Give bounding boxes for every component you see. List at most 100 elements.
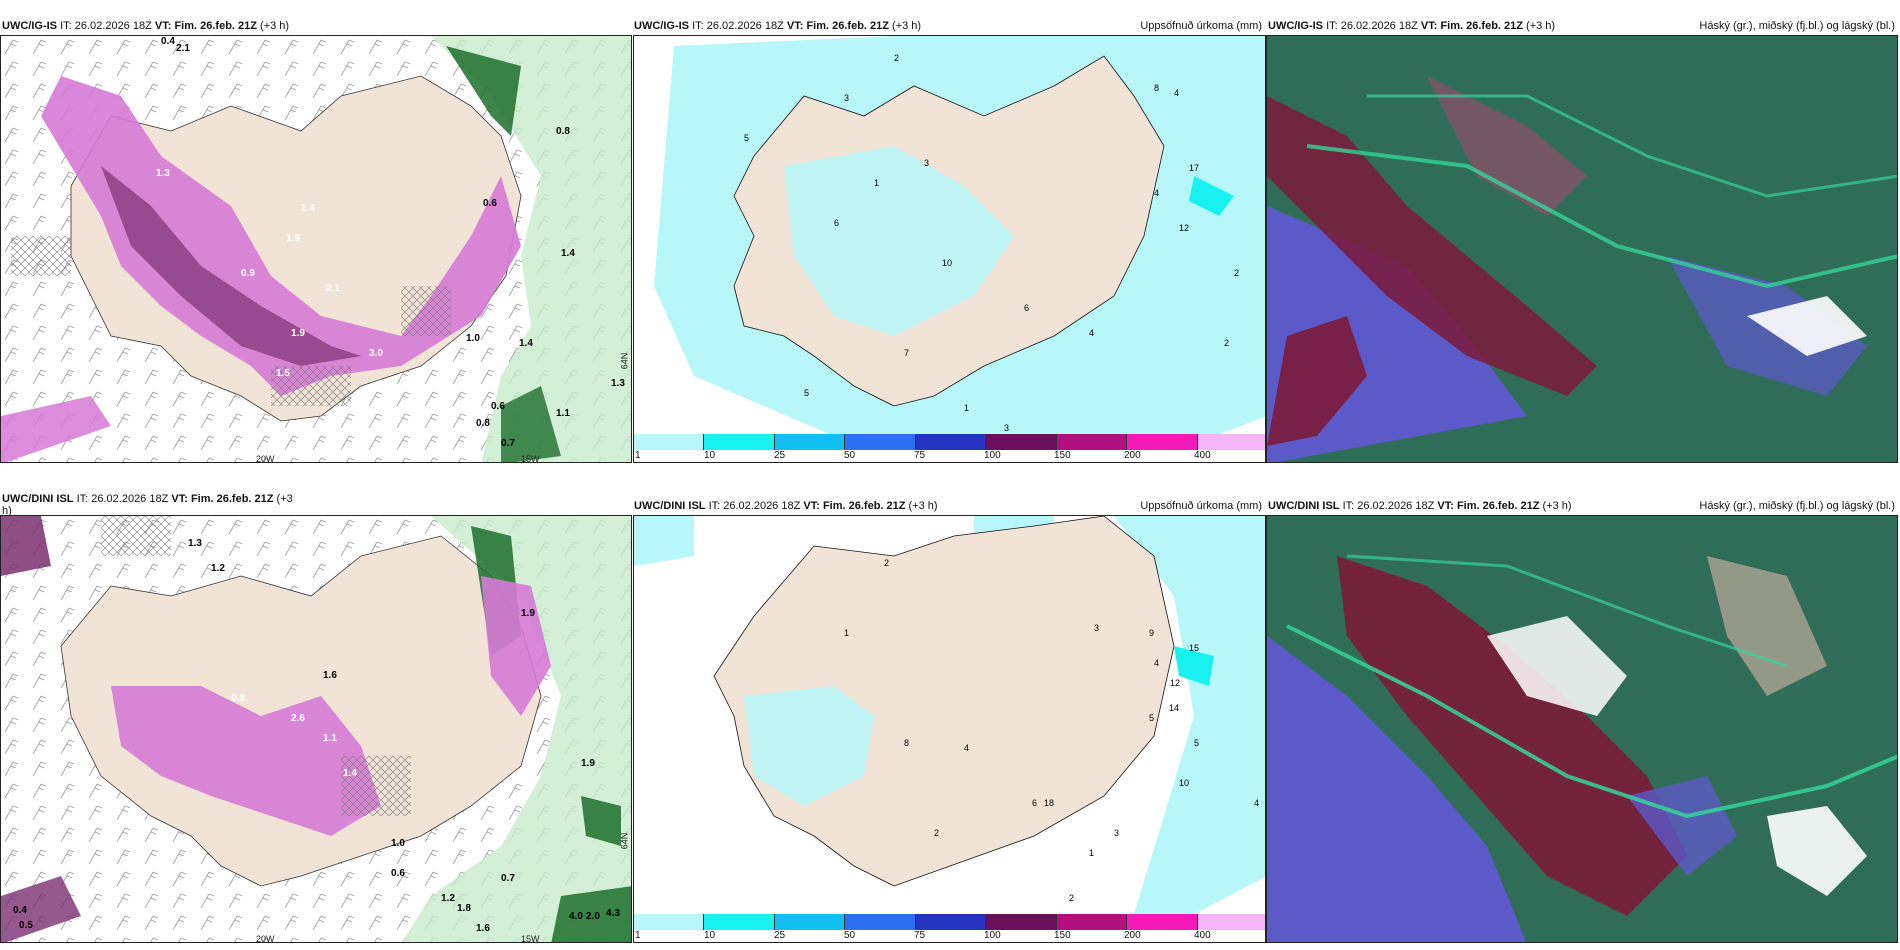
cyan-strong <box>1174 646 1214 686</box>
p4-val: 1.8 <box>457 903 471 914</box>
panel2-map[interactable]: 2 3 4 5 6 1 3 2 8 4 17 12 4 10 5 7 6 1 3… <box>633 35 1266 463</box>
cbar-seg-2 <box>704 434 775 450</box>
panel1-it: 26.02.2026 18Z <box>74 20 152 32</box>
p4-val: 1.9 <box>581 758 595 769</box>
panel6-vt-label: VT: <box>1437 500 1454 512</box>
cloud-green-contour-2 <box>1346 554 1788 668</box>
panel1-vt: Fim. 26.feb. 21Z <box>174 20 257 32</box>
cbar-label: 1 <box>635 930 641 941</box>
panel5-vt-label: VT: <box>803 500 820 512</box>
cbar-label: 150 <box>1054 450 1071 461</box>
panel1-vt-label: VT: <box>154 20 172 32</box>
cbar-label: 1 <box>635 450 641 461</box>
p4-val: 1.3 <box>188 538 202 549</box>
panel5-title: Uppsöfnuð úrkoma (mm) <box>1140 500 1262 512</box>
p4-val: 0.4 <box>13 905 27 916</box>
panel1-header: UWC/IG-IS IT: 26.02.2026 18Z VT: Fim. 26… <box>2 20 289 32</box>
cbar-label: 10 <box>704 930 716 941</box>
p2-val: 8 <box>1154 83 1159 93</box>
p2-val: 12 <box>1179 223 1189 233</box>
p1-val: 2.1 <box>326 283 340 294</box>
p4-val: 4.0 <box>569 911 583 922</box>
panel6-vt: Fim. 26.feb. 21Z <box>1456 500 1540 512</box>
panel6-it: 26.02.2026 18Z <box>1357 500 1435 512</box>
p4-val: 1.9 <box>521 608 535 619</box>
p2-val: 5 <box>744 133 749 143</box>
panel4-svg: 1.3 1.2 1.6 2.6 1.9 1.4 1.1 0.6 1.0 0.7 … <box>1 516 631 942</box>
hatch-2 <box>271 366 351 406</box>
p1-val: 0.8 <box>476 418 490 429</box>
p1-val: 0.6 <box>483 198 497 209</box>
p5-val: 8 <box>904 738 909 748</box>
p5-val: 1 <box>1089 848 1094 858</box>
cbar-seg-2 <box>704 914 775 930</box>
panel1-model: UWC/IG-IS <box>2 20 57 32</box>
p5-val: 14 <box>1169 703 1179 713</box>
lon-15w-label: 15W <box>521 454 540 463</box>
p5-val: 4 <box>1154 658 1159 668</box>
p2-val: 17 <box>1189 163 1199 173</box>
cbar-seg-9 <box>1197 434 1265 450</box>
p2-val: 2 <box>894 53 899 63</box>
cyan-east <box>1114 516 1265 914</box>
panel5-model: UWC/DINI ISL <box>634 500 706 512</box>
panel6-header: UWC/DINI ISL IT: 26.02.2026 18Z VT: Fim.… <box>1268 500 1572 512</box>
p5-val: 6 <box>1032 798 1037 808</box>
cloud-maroon-1 <box>1337 556 1687 916</box>
cbar-seg-5 <box>915 914 987 930</box>
panel3-vt: Fim. 26.feb. 21Z <box>1440 20 1523 32</box>
panel5-values: 2 1 4 3 9 15 12 14 5 10 18 6 2 4 1 3 2 5… <box>844 558 1259 903</box>
panel1-map[interactable]: 2.1 0.4 1.3 1.9 1.4 2.1 1.9 3.0 1.4 0.6 … <box>0 35 632 463</box>
colorbar <box>634 434 1265 450</box>
panel2-title: Uppsöfnuð úrkoma (mm) <box>1140 20 1262 32</box>
panel3-model: UWC/IG-IS <box>1268 20 1323 32</box>
cbar-label: 400 <box>1194 930 1211 941</box>
p1-val: 1.1 <box>556 408 570 419</box>
panel4-vt-label: VT: <box>171 493 188 505</box>
p5-val: 2 <box>1069 893 1074 903</box>
p5-val: 5 <box>1194 738 1199 748</box>
p2-val: 2 <box>1234 268 1239 278</box>
panel4-lead2: h) <box>2 505 12 517</box>
panel3-map[interactable] <box>1266 35 1898 463</box>
p1-val: 1.3 <box>611 378 625 389</box>
panel1-svg: 2.1 0.4 1.3 1.9 1.4 2.1 1.9 3.0 1.4 0.6 … <box>1 36 631 462</box>
green-dark-2 <box>581 796 621 846</box>
cyan-inland <box>784 146 1014 336</box>
p1-val: 1.5 <box>276 368 290 379</box>
panel5-header: UWC/DINI ISL IT: 26.02.2026 18Z VT: Fim.… <box>634 500 938 512</box>
p2-val: 6 <box>834 218 839 228</box>
cloud-blue-2 <box>1627 776 1737 876</box>
p2-val: 1 <box>964 403 969 413</box>
cbar-label: 200 <box>1124 450 1141 461</box>
cloud-green-contour <box>1306 144 1897 289</box>
panel5-map[interactable]: 2 1 4 3 9 15 12 14 5 10 18 6 2 4 1 3 2 5… <box>633 515 1266 943</box>
p1-val: 2.1 <box>176 43 190 54</box>
cbar-label: 25 <box>774 450 786 461</box>
panel4-lead: (+3 <box>276 493 293 505</box>
cbar-label: 150 <box>1054 930 1071 941</box>
cloud-green-contour-2 <box>1367 94 1897 198</box>
lon-15w-label: 15W <box>521 934 540 943</box>
p5-val: 5 <box>1149 713 1154 723</box>
p4-val: 2.0 <box>586 911 600 922</box>
p1-val: 0.7 <box>501 438 515 449</box>
p2-val: 3 <box>1004 423 1009 433</box>
p1-val: 0.4 <box>161 36 175 47</box>
cbar-seg-7 <box>1056 434 1128 450</box>
p5-val: 15 <box>1189 643 1199 653</box>
hatch-1 <box>11 236 71 276</box>
green-dark-3 <box>551 886 631 942</box>
dark-purple-nw <box>1 516 51 576</box>
p1-val: 0.9 <box>241 268 255 279</box>
cbar-seg-4 <box>845 434 916 450</box>
panel6-map[interactable] <box>1266 515 1898 943</box>
cbar-label: 200 <box>1124 930 1141 941</box>
panel4-map[interactable]: 1.3 1.2 1.6 2.6 1.9 1.4 1.1 0.6 1.0 0.7 … <box>0 515 632 943</box>
p2-val: 4 <box>1154 188 1159 198</box>
panel3-lead: (+3 h) <box>1526 20 1556 32</box>
green-precip-region <box>402 516 631 942</box>
p1-val: 1.4 <box>519 338 533 349</box>
p5-val: 10 <box>1179 778 1189 788</box>
panel4-values: 1.3 1.2 1.6 2.6 1.9 1.4 1.1 0.6 1.0 0.7 … <box>13 538 620 934</box>
